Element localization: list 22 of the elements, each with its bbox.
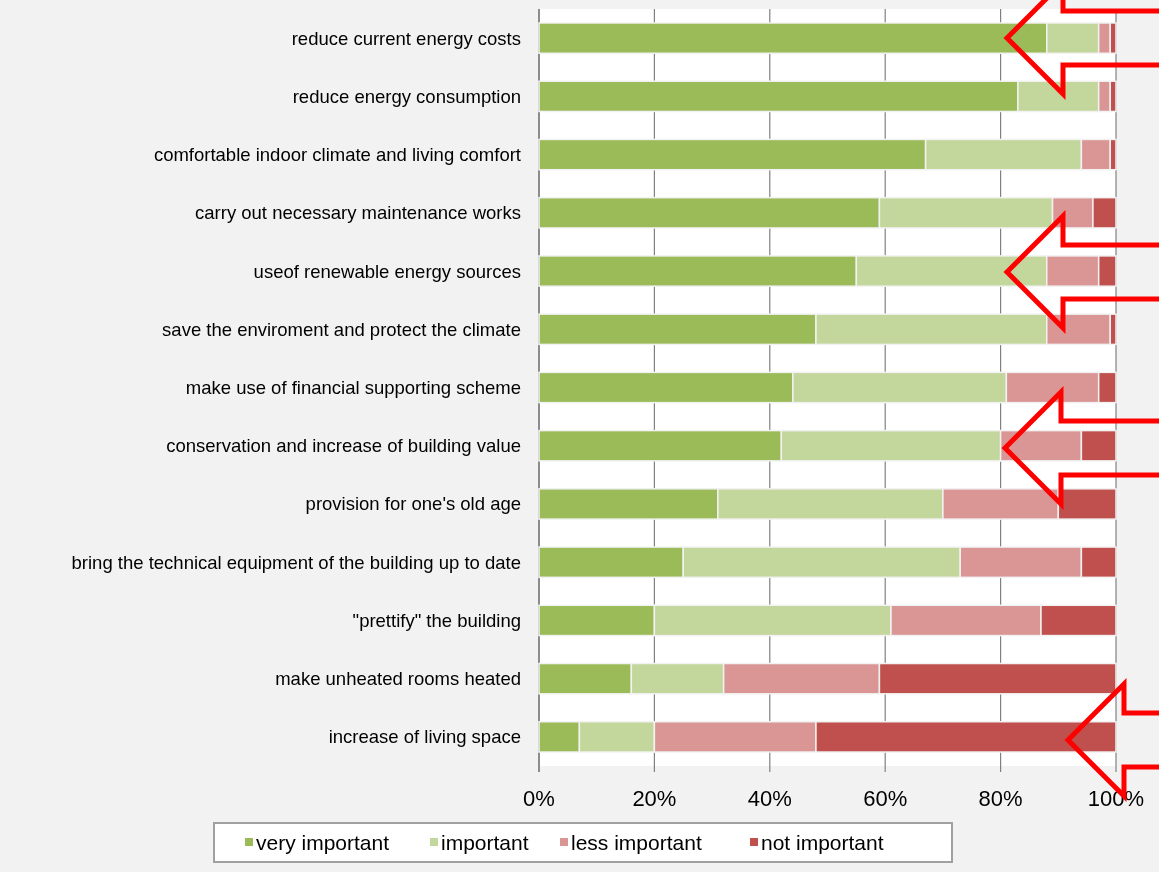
legend-label: very important bbox=[256, 831, 390, 854]
y-tick-label: comfortable indoor climate and living comfort bbox=[153, 144, 521, 166]
x-tick-label: 80% bbox=[978, 786, 1023, 811]
y-tick-label: carry out necessary maintenance works bbox=[195, 202, 521, 224]
y-tick-label: conservation and increase of building value bbox=[166, 435, 521, 457]
y-tick-label: reduce current energy costs bbox=[291, 27, 521, 49]
x-tick-label: 60% bbox=[863, 786, 908, 811]
y-tick-label: provision for one's old age bbox=[305, 493, 521, 515]
x-tick-label: 40% bbox=[747, 786, 792, 811]
legend-label: important bbox=[441, 831, 529, 854]
y-tick-label: save the enviroment and protect the climate bbox=[162, 318, 521, 340]
y-tick-label: increase of living space bbox=[328, 726, 521, 748]
y-tick-label: make unheated rooms heated bbox=[275, 668, 521, 690]
x-tick-label: 0% bbox=[523, 786, 555, 811]
y-tick-label: reduce energy consumption bbox=[292, 85, 521, 107]
y-tick-label: make use of financial supporting scheme bbox=[185, 376, 521, 398]
x-tick-label: 20% bbox=[632, 786, 677, 811]
legend-label: less important bbox=[571, 831, 702, 854]
y-tick-label: "prettify" the building bbox=[352, 609, 521, 631]
y-tick-label: bring the technical equipment of the building up to date bbox=[71, 551, 521, 573]
legend-label: not important bbox=[761, 831, 884, 854]
y-tick-label: useof renewable energy sources bbox=[253, 260, 521, 282]
